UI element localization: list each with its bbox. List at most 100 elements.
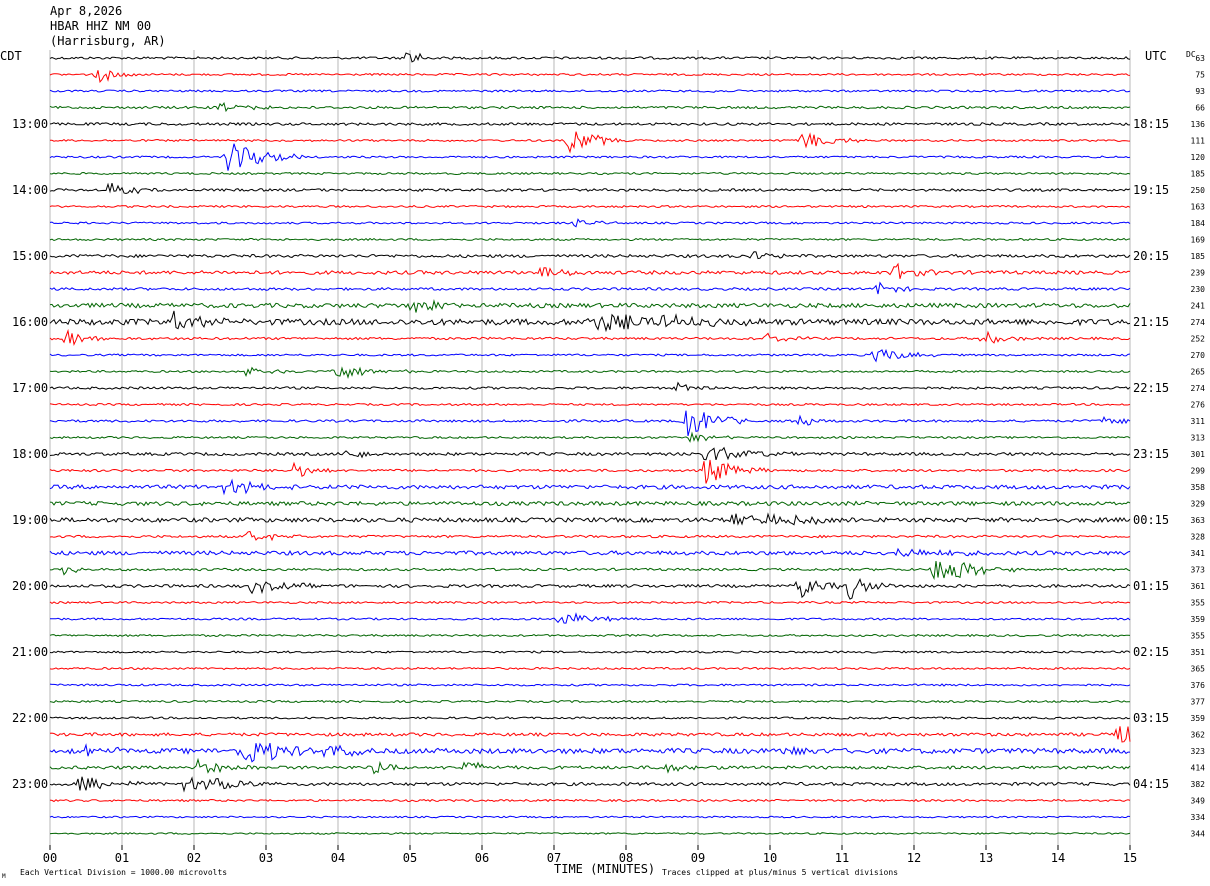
dc-offset-label: 252 <box>1191 335 1206 344</box>
x-tick-label: 04 <box>331 851 345 865</box>
left-time-label: 14:00 <box>12 183 48 197</box>
x-tick-label: 08 <box>619 851 633 865</box>
dc-offset-label: 359 <box>1191 615 1206 624</box>
dc-offset-label: 185 <box>1191 252 1206 261</box>
dc-offset-label: 163 <box>1191 203 1206 212</box>
trace-row <box>49 89 1131 93</box>
trace-row <box>49 757 1131 775</box>
header-station: HBAR HHZ NM 00 <box>50 19 151 33</box>
trace-row <box>49 281 1131 295</box>
trace-row <box>49 459 1131 484</box>
trace-row <box>49 547 1131 558</box>
x-tick-label: 09 <box>691 851 705 865</box>
trace-row <box>49 832 1131 835</box>
dc-offset-label: 351 <box>1191 648 1206 657</box>
dc-header-label: DC <box>1186 50 1196 59</box>
dc-offset-label: 373 <box>1191 566 1206 575</box>
trace-row <box>49 102 1131 113</box>
x-tick-label: 13 <box>979 851 993 865</box>
dc-offset-label: 329 <box>1191 500 1206 509</box>
trace-row <box>49 500 1131 507</box>
dc-offset-label: 323 <box>1191 747 1206 756</box>
dc-offset-label: 355 <box>1191 599 1206 608</box>
trace-row <box>49 815 1131 819</box>
x-tick-label: 15 <box>1123 851 1137 865</box>
right-time-label: 21:15 <box>1133 315 1169 329</box>
trace-row <box>49 512 1131 526</box>
header-location: (Harrisburg, AR) <box>50 34 166 48</box>
trace-row <box>49 204 1131 209</box>
dc-offset-label: 376 <box>1191 681 1206 690</box>
trace-row <box>49 348 1131 363</box>
trace-row <box>49 650 1131 654</box>
right-zone-label: UTC <box>1145 49 1167 63</box>
x-tick-label: 14 <box>1051 851 1065 865</box>
right-time-label: 19:15 <box>1133 183 1169 197</box>
trace-row <box>49 131 1131 154</box>
trace-row <box>49 666 1131 671</box>
left-time-label: 20:00 <box>12 579 48 593</box>
left-time-label: 16:00 <box>12 315 48 329</box>
left-time-label: 19:00 <box>12 513 48 527</box>
dc-offset-labels: 63 75 93 66 136 111 120 185 250 163 184 169 185 239 23… <box>1191 54 1206 839</box>
dc-offset-label: 274 <box>1191 318 1206 327</box>
x-tick-label: 00 <box>43 851 57 865</box>
dc-offset-label: 361 <box>1191 582 1206 591</box>
trace-row <box>49 310 1131 333</box>
trace-row <box>49 237 1131 242</box>
dc-offset-label: 344 <box>1191 830 1206 839</box>
x-axis-title: TIME (MINUTES) <box>554 862 655 876</box>
trace-row <box>49 70 1131 84</box>
trace-row <box>49 262 1131 279</box>
dc-offset-label: 136 <box>1191 120 1206 129</box>
trace-row <box>49 299 1131 313</box>
x-tick-label: 05 <box>403 851 417 865</box>
dc-offset-label: 111 <box>1191 137 1206 146</box>
dc-offset-label: 274 <box>1191 384 1206 393</box>
trace-row <box>49 410 1131 437</box>
trace-row <box>49 478 1131 496</box>
dc-offset-label: 239 <box>1191 269 1206 278</box>
dc-offset-label: 349 <box>1191 797 1206 806</box>
trace-row <box>49 328 1131 347</box>
left-time-label: 13:00 <box>12 117 48 131</box>
right-time-label: 03:15 <box>1133 711 1169 725</box>
dc-offset-label: 382 <box>1191 780 1206 789</box>
dc-offset-label: 363 <box>1191 516 1206 525</box>
trace-row <box>49 143 1131 171</box>
right-time-label: 04:15 <box>1133 777 1169 791</box>
dc-offset-label: 299 <box>1191 467 1206 476</box>
trace-row <box>49 530 1131 542</box>
dc-offset-label: 270 <box>1191 351 1206 360</box>
trace-row <box>49 742 1130 763</box>
trace-row <box>49 402 1131 407</box>
left-time-label: 22:00 <box>12 711 48 725</box>
x-tick-label: 01 <box>115 851 129 865</box>
trace-row <box>50 612 1131 624</box>
x-axis-ticks: 00 01 02 03 04 05 06 07 08 09 10 11 12 13 14 15 <box>43 845 1137 865</box>
trace-row <box>49 699 1130 704</box>
trace-row <box>49 577 1131 600</box>
dc-offset-label: 93 <box>1195 87 1205 96</box>
trace-row <box>49 218 1131 228</box>
trace-row <box>49 251 1131 260</box>
x-tick-label: 12 <box>907 851 921 865</box>
trace-row <box>49 182 1131 195</box>
right-time-label: 02:15 <box>1133 645 1169 659</box>
left-time-label: 17:00 <box>12 381 48 395</box>
x-tick-label: 06 <box>475 851 489 865</box>
right-time-labels: 18:15 19:15 20:15 21:15 22:15 23:15 00:15 01:15… <box>1133 117 1169 791</box>
header-date: Apr 8,2026 <box>50 4 122 18</box>
x-tick-label: 10 <box>763 851 777 865</box>
dc-offset-label: 359 <box>1191 714 1206 723</box>
trace-row <box>49 776 1131 793</box>
trace-row <box>49 683 1131 687</box>
trace-row <box>49 716 1131 720</box>
x-tick-label: 11 <box>835 851 849 865</box>
trace-row <box>49 726 1131 743</box>
trace-row <box>49 52 1131 63</box>
dc-offset-label: 66 <box>1195 104 1205 113</box>
left-time-labels: 13:00 14:00 15:00 16:00 17:00 18:00 19:00 20:00… <box>12 117 48 791</box>
trace-row <box>49 600 1131 605</box>
dc-offset-label: 355 <box>1191 632 1206 641</box>
